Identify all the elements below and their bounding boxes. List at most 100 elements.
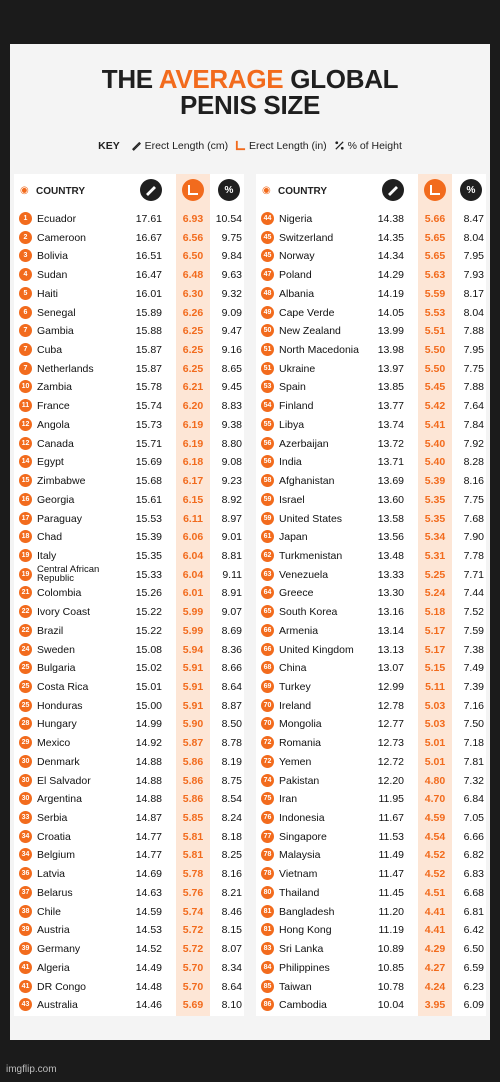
rank-badge: 10 bbox=[19, 380, 32, 394]
country-name: Japan bbox=[279, 531, 308, 544]
percent-height: 9.01 bbox=[221, 531, 242, 544]
table-row: 6 Senegal 15.89 6.26 9.09 bbox=[14, 303, 244, 322]
rank-badge: 59 bbox=[261, 492, 274, 506]
length-cm: 13.85 bbox=[377, 381, 404, 394]
percent-height: 6.82 bbox=[463, 849, 484, 862]
percent-icon: % bbox=[460, 179, 482, 201]
rank-badge: 41 bbox=[19, 960, 32, 974]
rank-badge: 34 bbox=[19, 848, 32, 862]
country-name: Chad bbox=[37, 531, 63, 544]
length-cm: 13.30 bbox=[377, 587, 404, 600]
percent-height: 7.75 bbox=[463, 493, 484, 506]
country-name: Central African Republic bbox=[37, 563, 100, 584]
length-in: 5.18 bbox=[424, 606, 446, 619]
length-in: 5.74 bbox=[182, 905, 204, 918]
table-row: 30 El Salvador 14.88 5.86 8.75 bbox=[14, 771, 244, 790]
length-in: 5.69 bbox=[182, 999, 204, 1012]
length-in: 5.65 bbox=[424, 250, 446, 263]
percent-height: 7.78 bbox=[463, 549, 484, 562]
length-in: 5.03 bbox=[424, 699, 446, 712]
percent-height: 7.75 bbox=[463, 362, 484, 375]
length-cm: 10.04 bbox=[377, 999, 404, 1012]
country-name: Malaysia bbox=[279, 849, 321, 862]
country-name: Senegal bbox=[37, 306, 76, 319]
rank-badge: 38 bbox=[19, 904, 32, 918]
table-panel-left: ◉ COUNTRY % 1 Ecuador 17.61 6.93 10.54 2 Camer… bbox=[14, 174, 244, 1016]
length-in: 5.11 bbox=[425, 681, 445, 693]
length-in: 4.70 bbox=[424, 793, 446, 806]
country-name: Armenia bbox=[279, 624, 319, 637]
country-name: Sri Lanka bbox=[279, 943, 324, 956]
length-cm: 10.89 bbox=[377, 943, 404, 956]
table-row: 70 Mongolia 12.77 5.03 7.50 bbox=[256, 714, 486, 733]
country-name: Cambodia bbox=[279, 999, 327, 1012]
table-row: 12 Canada 15.71 6.19 8.80 bbox=[14, 434, 244, 453]
table-row: 39 Austria 14.53 5.72 8.15 bbox=[14, 920, 244, 939]
table-header: ◉ COUNTRY % bbox=[14, 174, 244, 208]
percent-height: 9.32 bbox=[221, 287, 242, 300]
rank-badge: 55 bbox=[261, 417, 274, 431]
table-row: 62 Turkmenistan 13.48 5.31 7.78 bbox=[256, 546, 486, 565]
table-row: 47 Poland 14.29 5.63 7.93 bbox=[256, 265, 486, 284]
table-row: 19 Italy 15.35 6.04 8.81 bbox=[14, 546, 244, 565]
length-cm: 15.61 bbox=[135, 493, 162, 506]
country-name: Honduras bbox=[37, 699, 83, 712]
rank-badge: 33 bbox=[19, 811, 32, 825]
rank-badge: 74 bbox=[261, 773, 274, 787]
length-in: 4.41 bbox=[424, 924, 446, 937]
length-cm: 11.19 bbox=[378, 924, 405, 937]
percent-height: 6.59 bbox=[463, 961, 484, 974]
length-in: 5.65 bbox=[424, 231, 446, 244]
percent-height: 7.71 bbox=[463, 568, 484, 581]
percent-height: 8.80 bbox=[221, 437, 242, 450]
length-in: 6.50 bbox=[182, 250, 204, 263]
infographic-poster: THE AVERAGE GLOBAL PENIS SIZE KEY Erect … bbox=[10, 44, 490, 1040]
percent-height: 8.07 bbox=[221, 943, 242, 956]
rank-badge: 66 bbox=[261, 642, 274, 656]
table-row: 1 Ecuador 17.61 6.93 10.54 bbox=[14, 209, 244, 228]
key-label: KEY bbox=[98, 140, 120, 152]
country-name: Paraguay bbox=[37, 512, 82, 525]
table-row: 59 Israel 13.60 5.35 7.75 bbox=[256, 490, 486, 509]
length-in: 5.63 bbox=[424, 269, 446, 282]
table-row: 81 Bangladesh 11.20 4.41 6.81 bbox=[256, 902, 486, 921]
rank-badge: 44 bbox=[261, 212, 274, 225]
percent-height: 8.34 bbox=[221, 961, 242, 974]
length-in: 4.80 bbox=[424, 774, 446, 787]
percent-height: 9.84 bbox=[221, 250, 242, 263]
percent-height: 6.42 bbox=[463, 924, 484, 937]
country-name: New Zealand bbox=[279, 325, 341, 338]
percent-height: 7.84 bbox=[463, 418, 484, 431]
country-name: Romania bbox=[279, 737, 322, 750]
country-name: Australia bbox=[37, 999, 78, 1012]
country-name: China bbox=[279, 662, 307, 675]
length-in: 5.99 bbox=[182, 624, 204, 637]
length-in: 4.51 bbox=[424, 886, 446, 899]
percent-height: 7.95 bbox=[463, 344, 484, 357]
country-name: Iran bbox=[279, 793, 298, 806]
length-cm: 12.78 bbox=[377, 699, 404, 712]
percent-height: 7.93 bbox=[463, 269, 484, 282]
rank-badge: 25 bbox=[19, 680, 32, 693]
table-row: 30 Denmark 14.88 5.86 8.19 bbox=[14, 752, 244, 771]
country-name: United States bbox=[279, 512, 343, 525]
length-in: 6.11 bbox=[183, 512, 203, 525]
table-row: 45 Switzerland 14.35 5.65 8.04 bbox=[256, 228, 486, 247]
length-in: 5.70 bbox=[182, 980, 204, 993]
rank-badge: 5 bbox=[19, 286, 32, 300]
country-name: Hungary bbox=[37, 718, 77, 731]
percent-height: 7.44 bbox=[463, 587, 484, 600]
length-cm: 14.49 bbox=[135, 961, 162, 974]
country-name: Thailand bbox=[279, 886, 320, 899]
table-row: 22 Brazil 15.22 5.99 8.69 bbox=[14, 621, 244, 640]
table-row: 3 Bolivia 16.51 6.50 9.84 bbox=[14, 246, 244, 265]
rank-badge: 68 bbox=[261, 661, 274, 675]
rank-badge: 78 bbox=[261, 867, 274, 881]
country-name: Belarus bbox=[37, 886, 73, 899]
length-in: 5.81 bbox=[182, 830, 204, 843]
rank-badge: 2 bbox=[19, 230, 32, 244]
length-cm: 11.47 bbox=[378, 868, 405, 881]
length-cm: 14.88 bbox=[135, 755, 162, 768]
percent-height: 8.64 bbox=[221, 681, 242, 693]
percent-height: 8.47 bbox=[463, 213, 484, 225]
